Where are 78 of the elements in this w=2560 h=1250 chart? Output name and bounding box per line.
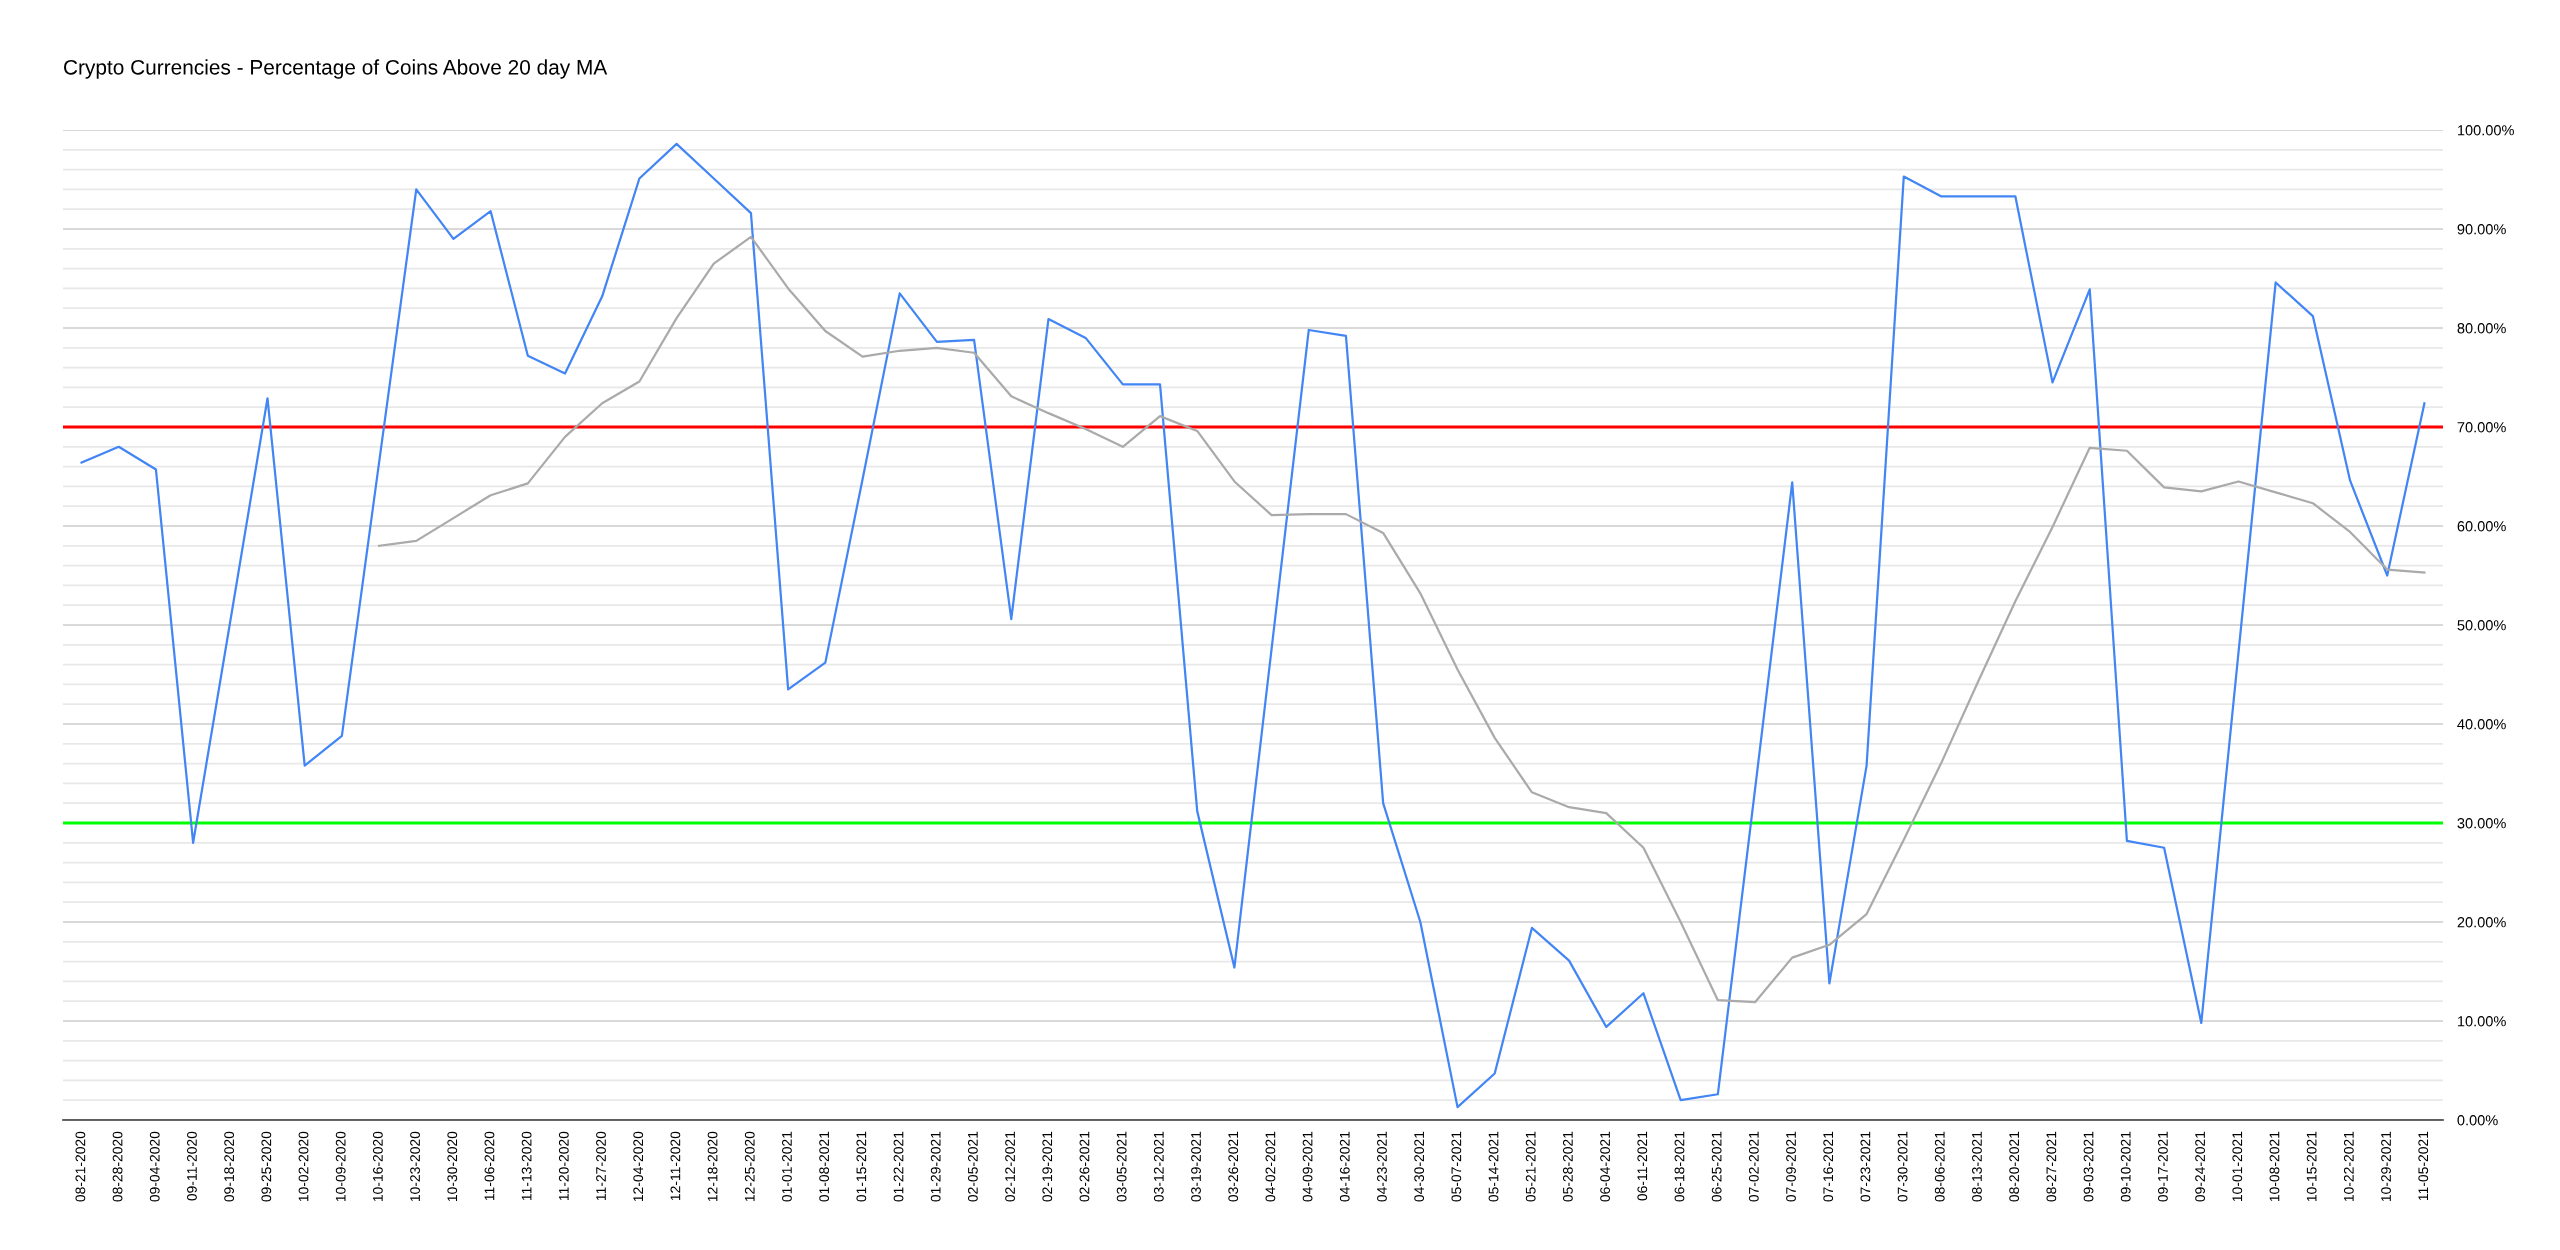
x-tick-label: 11-13-2020 bbox=[521, 1131, 532, 1201]
y-tick-label: 60.00% bbox=[2457, 521, 2506, 532]
x-tick-label: 04-23-2021 bbox=[1377, 1131, 1387, 1202]
x-tick-label: 05-28-2021 bbox=[1562, 1131, 1573, 1202]
x-tick-label: 02-19-2021 bbox=[1042, 1131, 1053, 1202]
x-tick-label: 09-24-2021 bbox=[2195, 1131, 2206, 1202]
y-tick-label: 40.00% bbox=[2457, 719, 2506, 730]
y-tick-label: 50.00% bbox=[2457, 620, 2506, 631]
x-tick-label: 01-08-2021 bbox=[819, 1131, 830, 1202]
x-tick-label: 04-30-2021 bbox=[1414, 1131, 1425, 1202]
x-tick-label: 02-26-2021 bbox=[1079, 1131, 1090, 1202]
line-series bbox=[377, 235, 2426, 1004]
x-tick-label: 06-25-2021 bbox=[1711, 1131, 1722, 1202]
x-tick-label: 08-13-2021 bbox=[1972, 1131, 1982, 1202]
x-tick-label: 07-16-2021 bbox=[1823, 1131, 1834, 1202]
x-tick-label: 06-11-2021 bbox=[1637, 1131, 1648, 1201]
x-tick-label: 04-02-2021 bbox=[1265, 1131, 1276, 1202]
y-tick-label: 100.00% bbox=[2458, 125, 2514, 136]
x-tick-label: 08-06-2021 bbox=[1934, 1131, 1945, 1202]
x-tick-label: 12-11-2020 bbox=[670, 1131, 681, 1201]
x-tick-label: 08-28-2020 bbox=[112, 1131, 123, 1202]
x-tick-label: 12-04-2020 bbox=[633, 1131, 644, 1202]
x-tick-label: 09-18-2020 bbox=[224, 1131, 235, 1202]
chart-title: Crypto Currencies - Percentage of Coins Above 20 day MA bbox=[64, 59, 608, 79]
x-tick-label: 09-17-2021 bbox=[2157, 1131, 2168, 1202]
x-tick-label: 11-05-2021 bbox=[2418, 1131, 2429, 1201]
x-tick-label: 10-30-2020 bbox=[447, 1131, 458, 1202]
y-tick-label: 30.00% bbox=[2457, 818, 2506, 829]
x-tick-label: 10-22-2021 bbox=[2343, 1131, 2354, 1202]
x-tick-label: 09-10-2021 bbox=[2120, 1131, 2131, 1202]
x-tick-label: 11-27-2020 bbox=[596, 1131, 606, 1201]
x-tick-label: 03-26-2021 bbox=[1228, 1131, 1239, 1202]
x-tick-label: 09-11-2020 bbox=[187, 1131, 197, 1201]
x-tick-label: 05-07-2021 bbox=[1451, 1131, 1462, 1202]
x-tick-label: 02-12-2021 bbox=[1005, 1131, 1015, 1202]
x-tick-label: 11-20-2020 bbox=[558, 1131, 569, 1201]
x-tick-label: 10-02-2020 bbox=[298, 1131, 309, 1202]
x-tick-label: 10-15-2021 bbox=[2306, 1131, 2317, 1202]
y-tick-label: 70.00% bbox=[2457, 422, 2506, 433]
x-tick-label: 03-05-2021 bbox=[1116, 1131, 1127, 1202]
x-tick-label: 05-21-2021 bbox=[1525, 1131, 1536, 1202]
x-tick-label: 01-29-2021 bbox=[930, 1131, 941, 1202]
x-tick-label: 08-27-2021 bbox=[2046, 1131, 2057, 1202]
x-tick-label: 06-18-2021 bbox=[1674, 1131, 1685, 1202]
x-tick-label: 10-08-2021 bbox=[2269, 1131, 2280, 1202]
x-tick-label: 10-09-2020 bbox=[335, 1131, 346, 1202]
x-tick-label: 08-21-2020 bbox=[75, 1131, 86, 1202]
y-tick-label: 80.00% bbox=[2457, 323, 2506, 334]
x-tick-label: 10-29-2021 bbox=[2381, 1131, 2391, 1202]
x-tick-label: 03-19-2021 bbox=[1191, 1131, 1201, 1202]
x-tick-label: 10-23-2020 bbox=[410, 1131, 420, 1202]
x-tick-label: 10-01-2021 bbox=[2232, 1131, 2243, 1202]
x-tick-label: 07-02-2021 bbox=[1748, 1131, 1759, 1202]
x-tick-label: 04-09-2021 bbox=[1302, 1131, 1313, 1202]
x-tick-label: 10-16-2020 bbox=[372, 1131, 383, 1202]
x-tick-label: 12-25-2020 bbox=[744, 1131, 755, 1202]
x-tick-label: 09-25-2020 bbox=[261, 1131, 272, 1202]
x-tick-label: 01-01-2021 bbox=[782, 1131, 792, 1202]
y-tick-label: 0.00% bbox=[2457, 1115, 2498, 1126]
x-tick-label: 09-03-2021 bbox=[2083, 1131, 2094, 1202]
x-tick-label: 01-22-2021 bbox=[893, 1131, 904, 1202]
x-tick-label: 09-04-2020 bbox=[149, 1131, 160, 1202]
x-tick-label: 06-04-2021 bbox=[1600, 1131, 1611, 1202]
x-tick-label: 01-15-2021 bbox=[856, 1131, 867, 1202]
x-tick-label: 05-14-2021 bbox=[1488, 1131, 1499, 1202]
y-tick-label: 20.00% bbox=[2457, 917, 2506, 928]
y-tick-label: 90.00% bbox=[2457, 224, 2506, 235]
x-tick-label: 08-20-2021 bbox=[2009, 1131, 2020, 1202]
x-tick-label: 07-23-2021 bbox=[1860, 1131, 1871, 1202]
line-series bbox=[80, 142, 2426, 1109]
x-tick-label: 12-18-2020 bbox=[707, 1131, 718, 1202]
x-tick-label: 04-16-2021 bbox=[1339, 1131, 1350, 1202]
x-tick-label: 07-30-2021 bbox=[1897, 1131, 1908, 1202]
y-tick-label: 10.00% bbox=[2458, 1016, 2506, 1027]
x-tick-label: 03-12-2021 bbox=[1153, 1131, 1164, 1202]
x-tick-label: 02-05-2021 bbox=[967, 1131, 978, 1202]
x-tick-label: 11-06-2020 bbox=[484, 1131, 495, 1201]
x-tick-label: 07-09-2021 bbox=[1786, 1131, 1796, 1202]
